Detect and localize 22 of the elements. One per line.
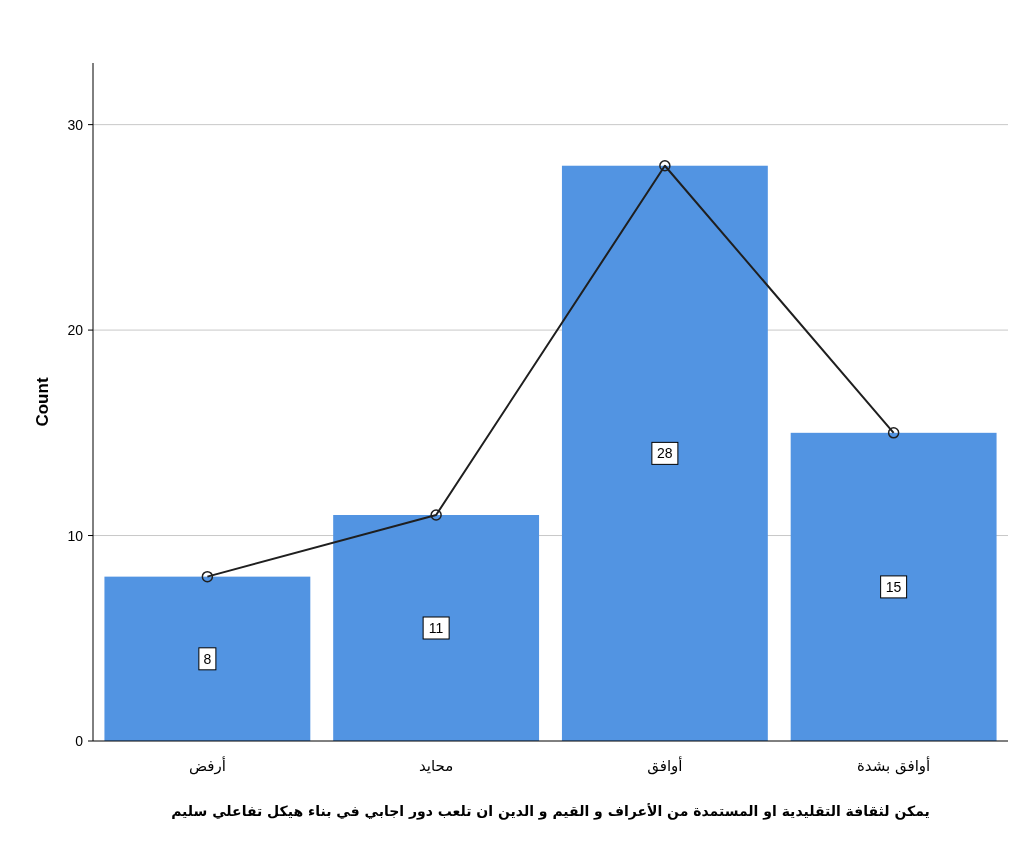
y-axis-title: Count [33, 377, 52, 427]
y-tick-label: 0 [75, 733, 84, 749]
point [201, 570, 214, 583]
y-tick-label: 20 [67, 322, 84, 339]
point [430, 509, 442, 521]
bar [561, 165, 768, 741]
data-label: 8 [203, 650, 212, 667]
bar [104, 576, 311, 741]
data-label: 28 [657, 445, 673, 462]
x-tick-label: أرفض [188, 756, 226, 775]
y-tick-label: 30 [67, 116, 84, 133]
bar [790, 432, 997, 741]
data-label: 15 [885, 578, 902, 595]
x-axis-title: يمكن لثقافة التقليدية او المستمدة من الأعراف و القيم و الدين ان تلعب دور اجابي في بناء هيكل تفاعلي سليم [171, 803, 930, 820]
point [659, 159, 671, 172]
x-tick-label: محايد [418, 757, 454, 775]
bar [333, 515, 540, 741]
x-tick-label: أوافق [647, 756, 683, 775]
x-tick-label: أوافق بشدة [856, 756, 931, 775]
y-tick-label: 10 [67, 527, 84, 544]
point [887, 427, 900, 439]
data-label: 11 [428, 620, 444, 636]
